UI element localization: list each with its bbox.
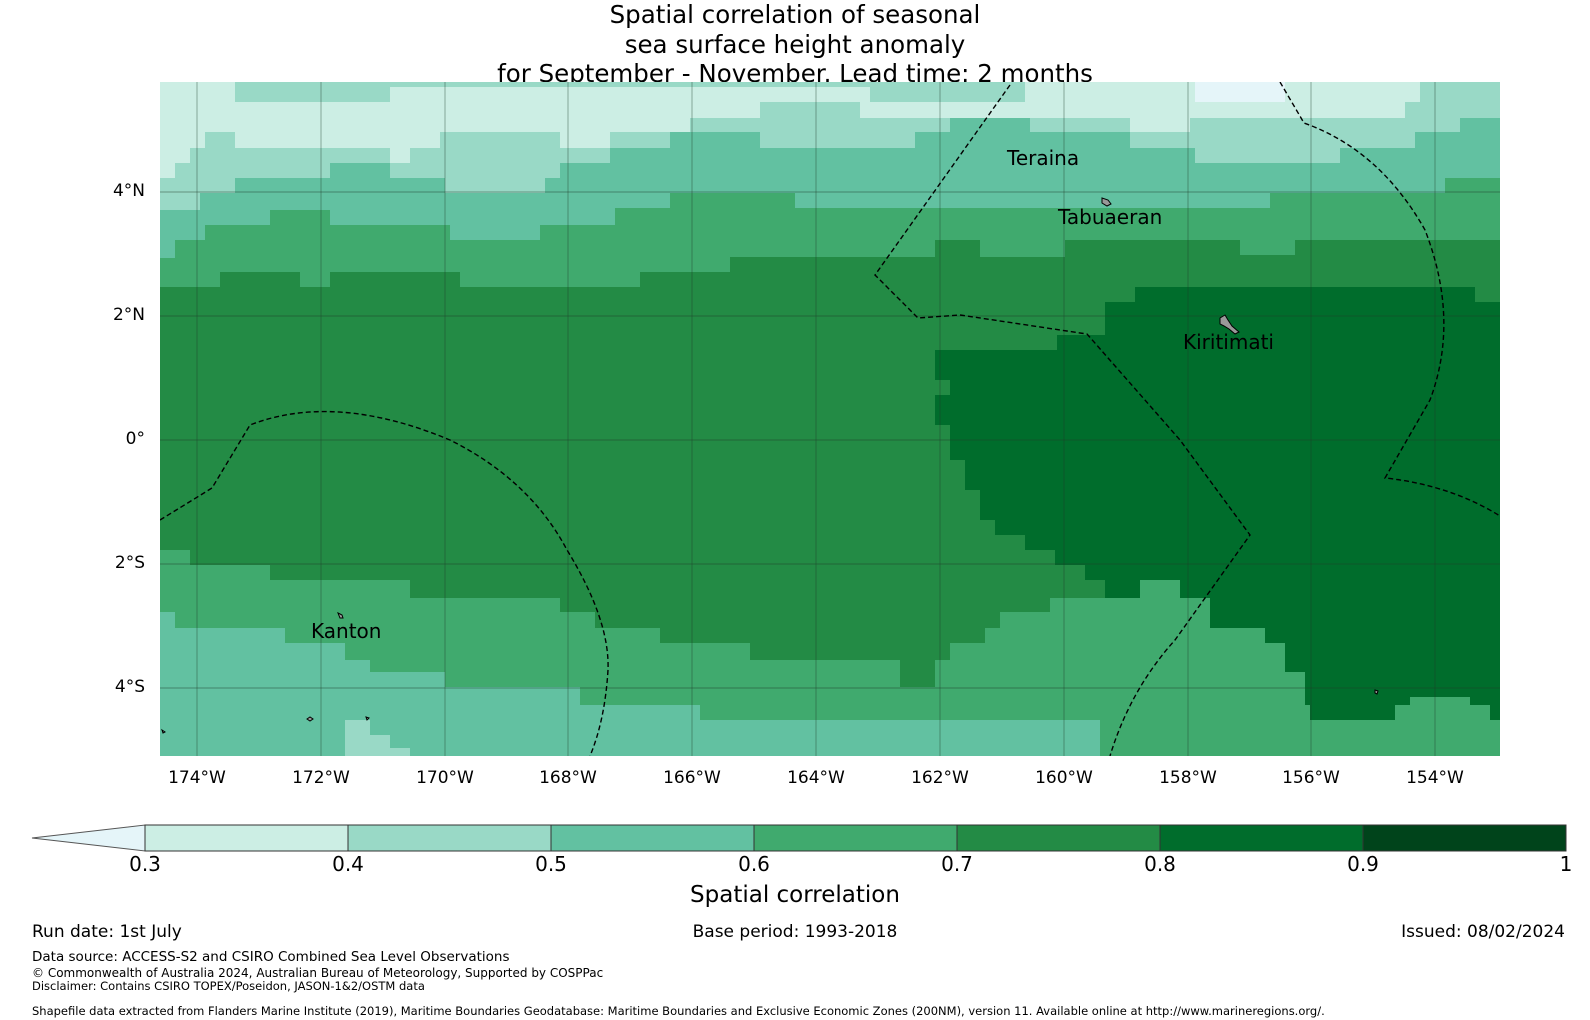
place-label-teraina: Teraina [1007, 146, 1080, 170]
island-tabuaeran [1101, 197, 1112, 207]
lon-tick-172w: 172°W [292, 768, 350, 788]
colorbar-frame [144, 824, 1567, 852]
run-date: Run date: 1st July [32, 922, 182, 942]
lon-tick-154w: 154°W [1406, 768, 1464, 788]
island-small-3 [1374, 689, 1379, 695]
island-kiritimati [1219, 314, 1240, 335]
island-small-2 [365, 716, 370, 721]
lon-tick-160w: 160°W [1035, 768, 1093, 788]
lon-tick-174w: 174°W [168, 768, 226, 788]
lon-tick-162w: 162°W [911, 768, 969, 788]
colorbar-segment-0.7 [957, 825, 1160, 851]
lon-tick-158w: 158°W [1159, 768, 1217, 788]
colorbar-tick-1: 1 [1559, 852, 1573, 876]
place-label-tabuaeran: Tabuaeran [1058, 205, 1163, 229]
eez-boundary-kiritimati [1279, 82, 1500, 517]
eez-boundaries [160, 82, 1500, 756]
colorbar-tick-0.3: 0.3 [129, 852, 161, 876]
correlation-field [160, 82, 1500, 756]
lat-tick-0: 0° [125, 429, 145, 449]
lon-tick-166w: 166°W [663, 768, 721, 788]
eez-boundary-line-islands-north [874, 84, 1251, 756]
lon-tick-164w: 164°W [787, 768, 845, 788]
lat-tick-2n: 2°N [112, 305, 145, 325]
field-band-0.5-0.6-south [160, 612, 1100, 756]
base-period: Base period: 1993-2018 [692, 922, 898, 942]
field-band-0.3-0.4-north [160, 82, 1420, 178]
disclaimer: Disclaimer: Contains CSIRO TOPEX/Poseido… [32, 979, 425, 993]
colorbar-tick-0.6: 0.6 [738, 852, 770, 876]
colorbar-segment-0.6 [754, 825, 957, 851]
field-band-0.8-0.9-east [935, 287, 1500, 720]
lat-tick-4s: 4°S [114, 677, 145, 697]
island-kanton [337, 611, 344, 619]
data-source: Data source: ACCESS-S2 and CSIRO Combine… [32, 949, 510, 965]
place-label-kiritimati: Kiritimati [1183, 330, 1274, 354]
field-band-0.4-0.5-south [345, 720, 410, 756]
lon-tick-168w: 168°W [539, 768, 597, 788]
field-band-below-0.3 [1195, 82, 1285, 102]
island-small-4 [161, 728, 166, 734]
colorbar-segment-0.4 [348, 825, 551, 851]
eez-boundary-kanton [160, 410, 609, 756]
colorbar-segment-0.3 [145, 825, 348, 851]
title-line-2: sea surface height anomaly [624, 29, 966, 59]
colorbar-segment-0.5 [551, 825, 754, 851]
title-line-1: Spatial correlation of seasonal [609, 0, 981, 29]
colorbar-label: Spatial correlation [690, 882, 900, 908]
issued-date: Issued: 08/02/2024 [1401, 922, 1565, 942]
colorbar-tick-0.9: 0.9 [1347, 852, 1379, 876]
island-outlines [161, 197, 1379, 734]
place-label-kanton: Kanton [311, 619, 382, 643]
colorbar [31, 824, 1567, 852]
lon-tick-156w: 156°W [1282, 768, 1340, 788]
lat-tick-2s: 2°S [114, 553, 145, 573]
colorbar-segment-0.9 [1363, 825, 1566, 851]
lon-tick-170w: 170°W [416, 768, 474, 788]
lat-tick-4n: 4°N [112, 181, 145, 201]
colorbar-segment-0.8 [1160, 825, 1363, 851]
colorbar-tick-0.8: 0.8 [1144, 852, 1176, 876]
graticule [160, 82, 1500, 756]
colorbar-extend-triangle [31, 824, 146, 852]
colorbar-tick-0.7: 0.7 [941, 852, 973, 876]
shapefile-credit: Shapefile data extracted from Flanders M… [32, 1004, 1325, 1018]
copyright: © Commonwealth of Australia 2024, Austra… [32, 966, 604, 980]
colorbar-tick-0.5: 0.5 [535, 852, 567, 876]
colorbar-tick-0.4: 0.4 [332, 852, 364, 876]
island-small-1 [306, 716, 314, 722]
colorbar-dividers [347, 825, 1364, 851]
